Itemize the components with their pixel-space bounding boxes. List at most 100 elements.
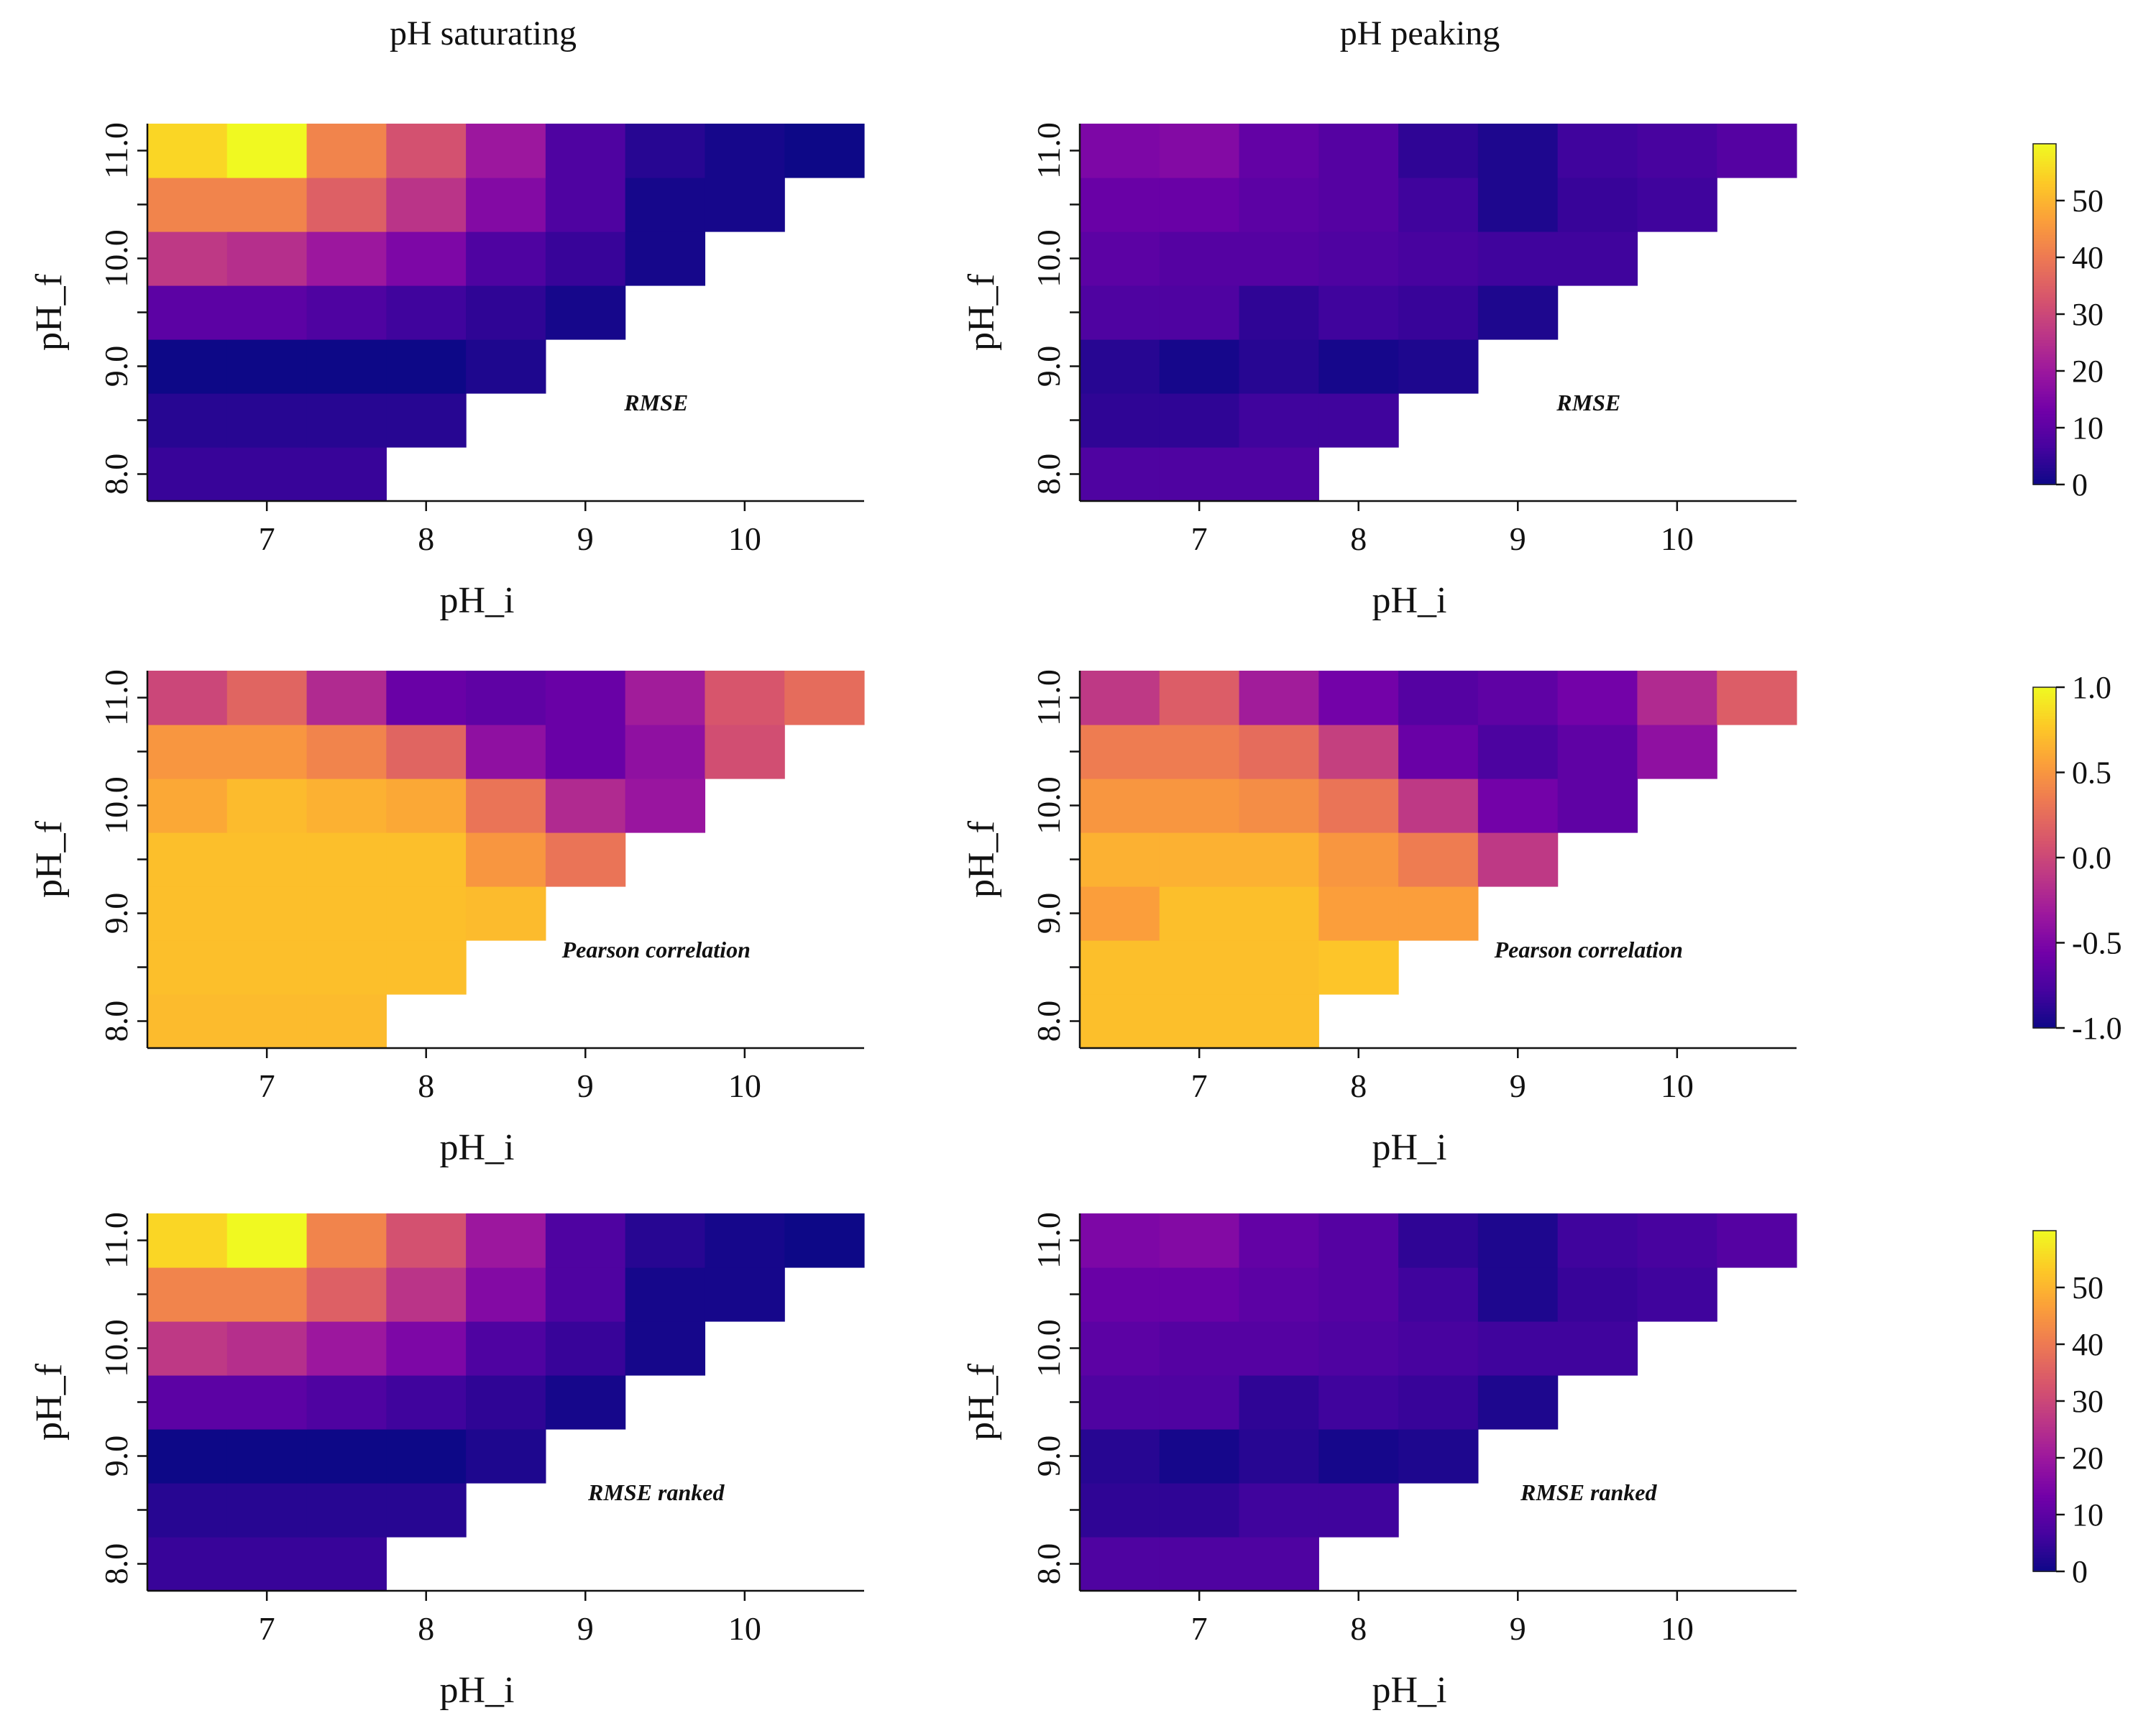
colorbar-segment bbox=[2033, 1406, 2056, 1410]
colorbar-segment bbox=[2033, 996, 2056, 1001]
colorbar-segment bbox=[2033, 976, 2056, 980]
heatmap-cell bbox=[226, 1537, 308, 1592]
heatmap-cell bbox=[1159, 124, 1240, 178]
colorbar-segment bbox=[2033, 1276, 2056, 1280]
heatmap-cell bbox=[1557, 1213, 1638, 1268]
colorbar-tick-label: 40 bbox=[2072, 240, 2104, 275]
column-title-peaking: pH peaking bbox=[1340, 14, 1500, 52]
colorbar-segment bbox=[2033, 1336, 2056, 1339]
heatmap-cell bbox=[705, 124, 785, 178]
colorbar-segment bbox=[2033, 991, 2056, 995]
colorbar-segment bbox=[2033, 1384, 2056, 1388]
colorbar-segment bbox=[2033, 146, 2056, 150]
colorbar-segment bbox=[2033, 988, 2056, 992]
heatmap-cell bbox=[545, 285, 626, 340]
colorbar-tick-label: 10 bbox=[2072, 1497, 2104, 1533]
colorbar-segment bbox=[2033, 724, 2056, 728]
colorbar-tick-label: 50 bbox=[2072, 1270, 2104, 1305]
heatmap-cell bbox=[625, 124, 706, 178]
heatmap-cell bbox=[1318, 886, 1399, 941]
heatmap-cell bbox=[226, 1429, 308, 1484]
colorbar-segment bbox=[2033, 1489, 2056, 1493]
colorbar-segment bbox=[2033, 217, 2056, 221]
colorbar-segment bbox=[2033, 294, 2056, 298]
colorbar-segment bbox=[2033, 1474, 2056, 1479]
colorbar-segment bbox=[2033, 1525, 2056, 1530]
colorbar-segment bbox=[2033, 180, 2056, 185]
y-tick-label: 9.0 bbox=[1030, 346, 1067, 387]
heatmap-cell bbox=[226, 447, 308, 502]
heatmap-cell bbox=[1318, 725, 1399, 779]
heatmap-cell bbox=[1159, 886, 1240, 941]
colorbar-segment bbox=[2033, 223, 2056, 227]
colorbar-segment bbox=[2033, 837, 2056, 842]
colorbar-segment bbox=[2033, 357, 2056, 360]
heatmap-cell bbox=[1239, 779, 1319, 833]
heatmap-cell bbox=[1239, 1537, 1319, 1592]
colorbar-segment bbox=[2033, 1446, 2056, 1450]
colorbar-segment bbox=[2033, 331, 2056, 335]
colorbar-segment bbox=[2033, 1540, 2056, 1544]
x-tick-label: 9 bbox=[577, 520, 594, 557]
heatmap-panel: 7 8 9 10 8.0 9.0 10.0 11.0 pH_i pH_f Pearson corre… bbox=[961, 669, 1797, 1168]
heatmap-cell bbox=[1080, 940, 1160, 995]
colorbar-segment bbox=[2033, 849, 2056, 853]
colorbar-segment bbox=[2033, 1435, 2056, 1439]
heatmap-cell bbox=[386, 1429, 467, 1484]
colorbar-segment bbox=[2033, 795, 2056, 799]
heatmap-cell bbox=[1398, 725, 1479, 779]
colorbar-segment bbox=[2033, 354, 2056, 358]
heatmap-cell bbox=[147, 447, 228, 502]
heatmap-cell bbox=[784, 124, 865, 178]
colorbar-segment bbox=[2033, 447, 2056, 451]
heatmap-cell bbox=[466, 671, 546, 725]
heatmap-cell bbox=[1318, 124, 1399, 178]
y-tick-label: 8.0 bbox=[1030, 1001, 1067, 1042]
colorbar-segment bbox=[2033, 817, 2056, 822]
colorbar-segment bbox=[2033, 226, 2056, 230]
colorbar-segment bbox=[2033, 1014, 2056, 1017]
colorbar-segment bbox=[2033, 951, 2056, 955]
heatmap-cell bbox=[466, 886, 546, 941]
heatmap-cell bbox=[1717, 124, 1797, 178]
heatmap-cell bbox=[1159, 1213, 1240, 1268]
heatmap-cell bbox=[226, 231, 308, 286]
heatmap-cell bbox=[226, 994, 308, 1049]
heatmap-cell bbox=[226, 393, 308, 448]
heatmap-cell bbox=[1159, 832, 1240, 887]
colorbar-segment bbox=[2033, 257, 2056, 261]
heatmap-cell bbox=[1080, 725, 1160, 779]
colorbar-segment bbox=[2033, 868, 2056, 873]
colorbar-segment bbox=[2033, 835, 2056, 839]
colorbar-segment bbox=[2033, 1420, 2056, 1425]
colorbar-segment bbox=[2033, 1338, 2056, 1342]
heatmap-cell bbox=[147, 1429, 228, 1484]
heatmap-cell bbox=[466, 339, 546, 394]
colorbar-segment bbox=[2033, 746, 2056, 750]
y-tick-label: 9.0 bbox=[98, 346, 134, 387]
colorbar-segment bbox=[2033, 1292, 2056, 1297]
panels-layer: 7 8 9 10 8.0 9.0 10.0 11.0 pH_i pH_f RMSE 7 8 9 10 8.0 9… bbox=[29, 122, 1797, 1711]
colorbar-segment bbox=[2033, 852, 2056, 855]
colorbar-segment bbox=[2033, 316, 2056, 321]
y-axis-title: pH_f bbox=[961, 1363, 1002, 1441]
colorbar-segment bbox=[2033, 160, 2056, 165]
colorbar-segment bbox=[2033, 373, 2056, 377]
heatmap-cell bbox=[306, 285, 387, 340]
heatmap-cell bbox=[705, 671, 785, 725]
colorbar-segment bbox=[2033, 362, 2056, 366]
colorbar-segment bbox=[2033, 155, 2056, 159]
heatmap-cell bbox=[1398, 832, 1479, 887]
colorbar-segment bbox=[2033, 1315, 2056, 1320]
heatmap-cell bbox=[1557, 124, 1638, 178]
heatmap-cell bbox=[466, 1375, 546, 1430]
heatmap-cell bbox=[306, 1429, 387, 1484]
colorbar-segment bbox=[2033, 211, 2056, 216]
y-axis-title: pH_f bbox=[29, 273, 70, 351]
colorbar-segment bbox=[2033, 237, 2056, 242]
colorbar-segment bbox=[2033, 1537, 2056, 1541]
heatmap-cell bbox=[1239, 832, 1319, 887]
colorbar-segment bbox=[2033, 954, 2056, 958]
colorbar-segment bbox=[2033, 721, 2056, 725]
colorbar-segment bbox=[2033, 945, 2056, 950]
